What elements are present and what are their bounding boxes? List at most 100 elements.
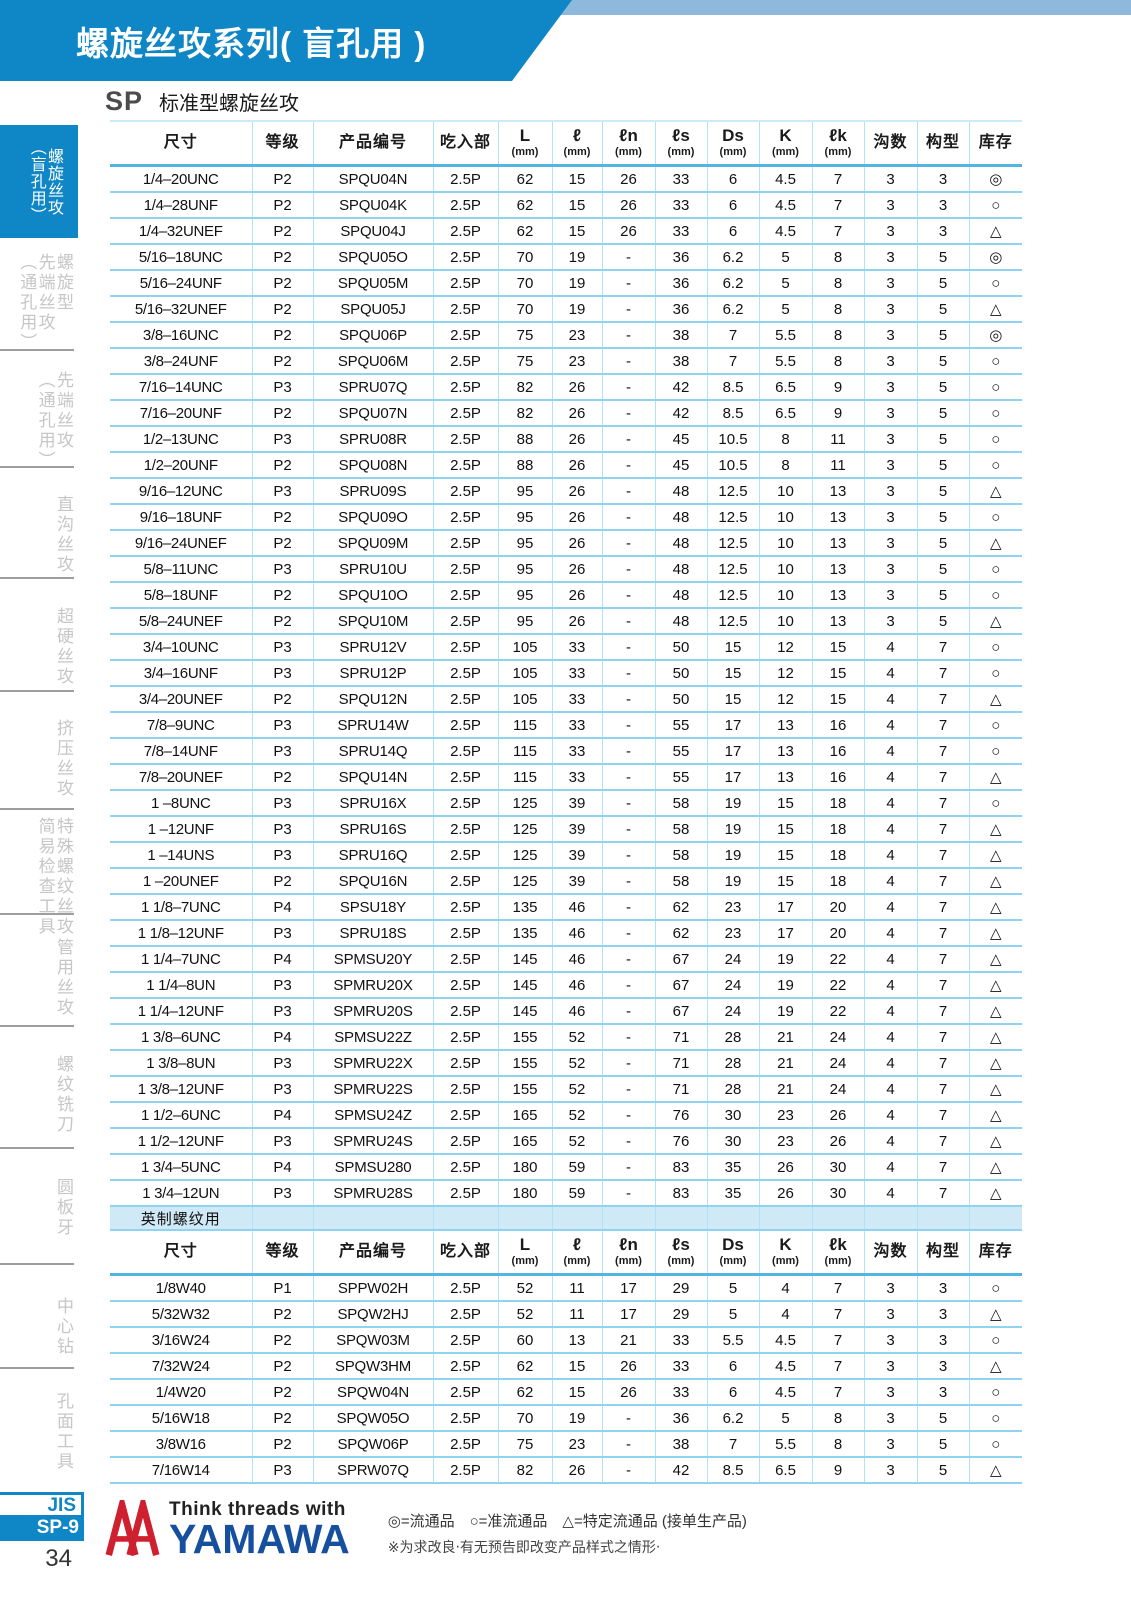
sidebar-item-5[interactable]: 挤压丝攻 <box>54 719 73 799</box>
cell: 82 <box>498 1457 553 1484</box>
cell: P2 <box>252 608 314 635</box>
cell: 2.5P <box>433 1076 499 1103</box>
cell: 52 <box>552 1128 603 1155</box>
cell: - <box>602 1102 656 1129</box>
cell: SPQU04K <box>313 192 434 219</box>
cell: 39 <box>552 816 603 843</box>
cell: 165 <box>498 1102 553 1129</box>
sidebar-item-10[interactable]: 中心钻 <box>54 1297 73 1357</box>
cell: △ <box>969 816 1022 843</box>
cell: - <box>602 1180 656 1207</box>
cell: SPPW02H <box>313 1274 434 1302</box>
cell: 5/16–32UNEF <box>110 296 253 323</box>
cell: 33 <box>655 165 708 193</box>
footer: Think threads with YAMAWA ◎=流通品 ○=准流通品 △… <box>104 1491 747 1562</box>
cell <box>864 1206 918 1231</box>
cell: 1/4W20 <box>110 1379 253 1406</box>
cell: 1 –20UNEF <box>110 868 253 895</box>
cell: 4 <box>864 1076 918 1103</box>
logo-text: Think threads with YAMAWA <box>169 1500 350 1561</box>
cell: 3 <box>864 1327 918 1354</box>
cell: 33 <box>552 764 603 791</box>
cell: 46 <box>552 920 603 947</box>
sidebar-item-11[interactable]: 孔面工具 <box>54 1392 73 1472</box>
sidebar-item-9[interactable]: 圆板牙 <box>54 1178 73 1238</box>
cell: SPQU05M <box>313 270 434 297</box>
cell: 4 <box>864 660 918 687</box>
cell: P2 <box>252 400 314 427</box>
cell: 1/8W40 <box>110 1274 253 1302</box>
cell: 13 <box>759 738 813 765</box>
cell: 26 <box>602 192 656 219</box>
cell: 26 <box>552 374 603 401</box>
cell: △ <box>969 218 1022 245</box>
cell: 105 <box>498 686 553 713</box>
cell: ○ <box>969 634 1022 661</box>
table-row: 5/16–32UNEF P2 SPQU05J 2.5P 70 19-36 6.2 5 8 3 5 △ <box>110 296 1022 323</box>
sidebar-item-7[interactable]: 管用丝攻 <box>54 938 73 1018</box>
sidebar-item-4[interactable]: 超硬丝攻 <box>54 607 73 687</box>
cell: 58 <box>655 868 708 895</box>
sidebar-item-6[interactable]: 特殊螺纹丝攻 简易检查工具 <box>35 817 73 937</box>
cell: 24 <box>812 1076 865 1103</box>
cell: 2.5P <box>433 1327 499 1354</box>
cell: 7 <box>917 972 970 999</box>
sidebar-item-8[interactable]: 螺纹铣刀 <box>54 1055 73 1135</box>
cell: 22 <box>812 946 865 973</box>
cell: 5 <box>917 1405 970 1432</box>
sidebar-item-2[interactable]: 先端丝攻 （通孔用） <box>35 371 73 471</box>
sidebar-item-0[interactable]: 螺旋丝攻 （盲孔用） <box>0 125 78 238</box>
cell: 1 3/8–6UNC <box>110 1024 253 1051</box>
header-row: 尺寸 等级 产品编号 吃入部 L (mm) ℓ (mm) ℓn (mm) ℓs (mm) Ds (mm) K… <box>110 1229 1022 1276</box>
cell: ◎ <box>969 322 1022 349</box>
cell: 18 <box>812 842 865 869</box>
cell: △ <box>969 1076 1022 1103</box>
cell: 5 <box>917 1457 970 1484</box>
cell: 12.5 <box>707 530 760 557</box>
cell: P2 <box>252 868 314 895</box>
column-header: 尺寸 <box>110 1229 253 1276</box>
cell: 3 <box>864 1301 918 1328</box>
sidebar-item-1[interactable]: 螺旋型 先端丝攻 （通孔用） <box>17 253 73 353</box>
cell: 26 <box>759 1180 813 1207</box>
cell: 7 <box>812 218 865 245</box>
cell: 2.5P <box>433 400 499 427</box>
sidebar-item-3[interactable]: 直沟丝攻 <box>54 495 73 575</box>
cell: 4.5 <box>759 192 813 219</box>
cell: 4 <box>864 1128 918 1155</box>
table-row: 5/16–18UNC P2 SPQU05O 2.5P 70 19-36 6.2 5 8 3 5 ◎ <box>110 244 1022 271</box>
cell: 12.5 <box>707 478 760 505</box>
cell: 7 <box>917 894 970 921</box>
cell: 39 <box>552 842 603 869</box>
cell: 13 <box>812 582 865 609</box>
cell: 15 <box>552 192 603 219</box>
cell: 26 <box>812 1102 865 1129</box>
table-row: 1 3/8–12UNF P3 SPMRU22S 2.5P 155 52-71 28 21 24 4… <box>110 1076 1022 1103</box>
cell: 1 1/2–6UNC <box>110 1102 253 1129</box>
cell: 19 <box>552 1405 603 1432</box>
cell: 2.5P <box>433 322 499 349</box>
cell: 4 <box>864 634 918 661</box>
cell: 3/8–24UNF <box>110 348 253 375</box>
cell: 2.5P <box>433 1353 499 1380</box>
cell: 62 <box>498 165 553 193</box>
cell: 2.5P <box>433 868 499 895</box>
table-row: 1 3/8–8UN P3 SPMRU22X 2.5P 155 52-71 28 21 24 4 7 △ <box>110 1050 1022 1077</box>
cell: 2.5P <box>433 165 499 193</box>
cell: 7 <box>812 1274 865 1302</box>
cell: △ <box>969 894 1022 921</box>
cell: 4 <box>864 1024 918 1051</box>
cell: 15 <box>759 790 813 817</box>
cell: 17 <box>759 920 813 947</box>
table-row: 1/4–20UNC P2 SPQU04N 2.5P 62 15 26 33 6 4.5 7 3 3 ◎ <box>110 165 1022 193</box>
cell: 23 <box>707 920 760 947</box>
cell: 26 <box>602 1353 656 1380</box>
column-header: Ds (mm) <box>707 120 760 167</box>
cell: 5 <box>917 1431 970 1458</box>
cell: 1/4–28UNF <box>110 192 253 219</box>
column-header: ℓs (mm) <box>655 120 708 167</box>
cell <box>759 1206 813 1231</box>
cell: △ <box>969 608 1022 635</box>
cell: 95 <box>498 608 553 635</box>
table-row: 7/16–14UNC P3 SPRU07Q 2.5P 82 26-42 8.5 6.5 9 3 5 ○ <box>110 374 1022 401</box>
